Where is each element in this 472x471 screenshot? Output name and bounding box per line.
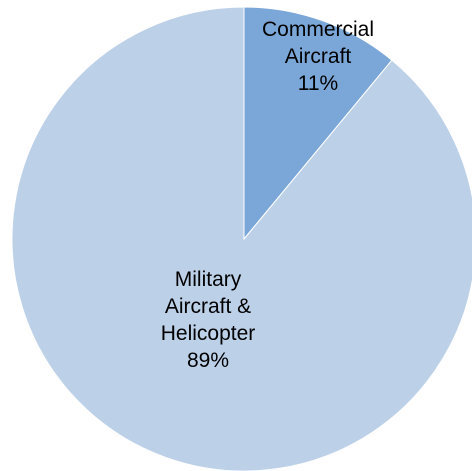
slice-value-label: 11% [298,72,338,95]
slice-name-line: Military [175,268,242,291]
slice-value-label: 89% [187,349,229,372]
slice-name-line: Aircraft & [165,295,251,318]
slice-name-line: Aircraft [285,45,352,68]
slice-label-2: Military Aircraft & Helicopter 89% [161,268,256,372]
slice-label-1: Commercial Aircraft 11% [262,18,374,95]
slice-name-line: Helicopter [161,322,256,345]
slice-labels: Commercial Aircraft 11% Military Aircraft & H… [161,18,374,372]
pie-slices [11,6,472,471]
slice-name-line: Commercial [262,18,374,41]
pie-slice-2 [11,6,472,471]
pie-slice-1 [243,6,393,241]
